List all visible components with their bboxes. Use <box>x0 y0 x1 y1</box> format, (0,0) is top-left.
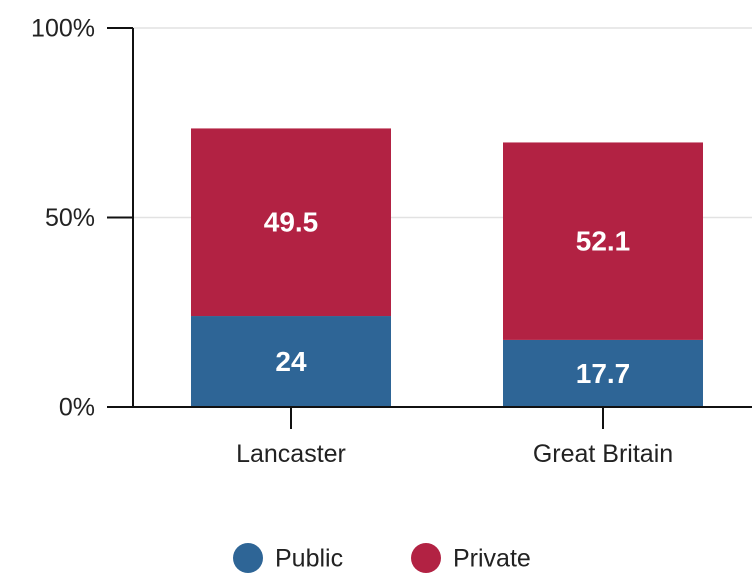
legend-swatch-public <box>233 543 263 573</box>
legend: Public Private <box>233 543 531 573</box>
data-label: 52.1 <box>576 226 631 257</box>
y-tick-label: 0% <box>59 394 95 422</box>
data-label: 49.5 <box>264 207 319 238</box>
x-ticks: Lancaster Great Britain <box>236 407 673 468</box>
legend-label-public: Public <box>275 545 343 573</box>
x-tick-label: Great Britain <box>533 440 673 468</box>
y-ticks: 0% 50% 100% <box>31 15 133 422</box>
x-tick-label: Lancaster <box>236 440 346 468</box>
y-tick-label: 100% <box>31 15 95 43</box>
data-label: 17.7 <box>576 358 631 389</box>
bars: 24 49.5 17.7 52.1 <box>191 128 703 407</box>
legend-label-private: Private <box>453 545 531 573</box>
legend-swatch-private <box>411 543 441 573</box>
data-label: 24 <box>275 346 307 377</box>
y-tick-label: 50% <box>45 204 95 232</box>
